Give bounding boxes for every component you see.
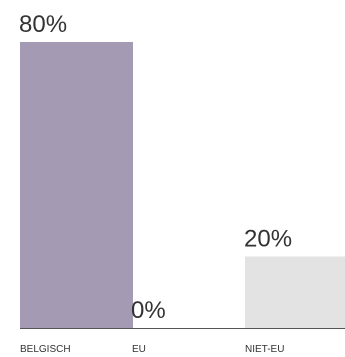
value-labels-layer: 80% 0% 20% — [19, 11, 292, 324]
value-label-niet-eu: 20% — [244, 226, 292, 253]
category-label-belgisch: BELGISCH — [20, 344, 71, 355]
value-label-belgisch: 80% — [19, 11, 67, 38]
category-label-eu: EU — [132, 344, 146, 355]
category-label-niet-eu: NIET-EU — [245, 344, 284, 355]
bar-belgisch — [20, 42, 133, 328]
category-labels-layer: BELGISCH EU NIET-EU — [20, 344, 284, 355]
bar-niet-eu — [245, 256, 345, 328]
value-label-eu: 0% — [131, 297, 166, 324]
bars-layer — [20, 42, 345, 328]
